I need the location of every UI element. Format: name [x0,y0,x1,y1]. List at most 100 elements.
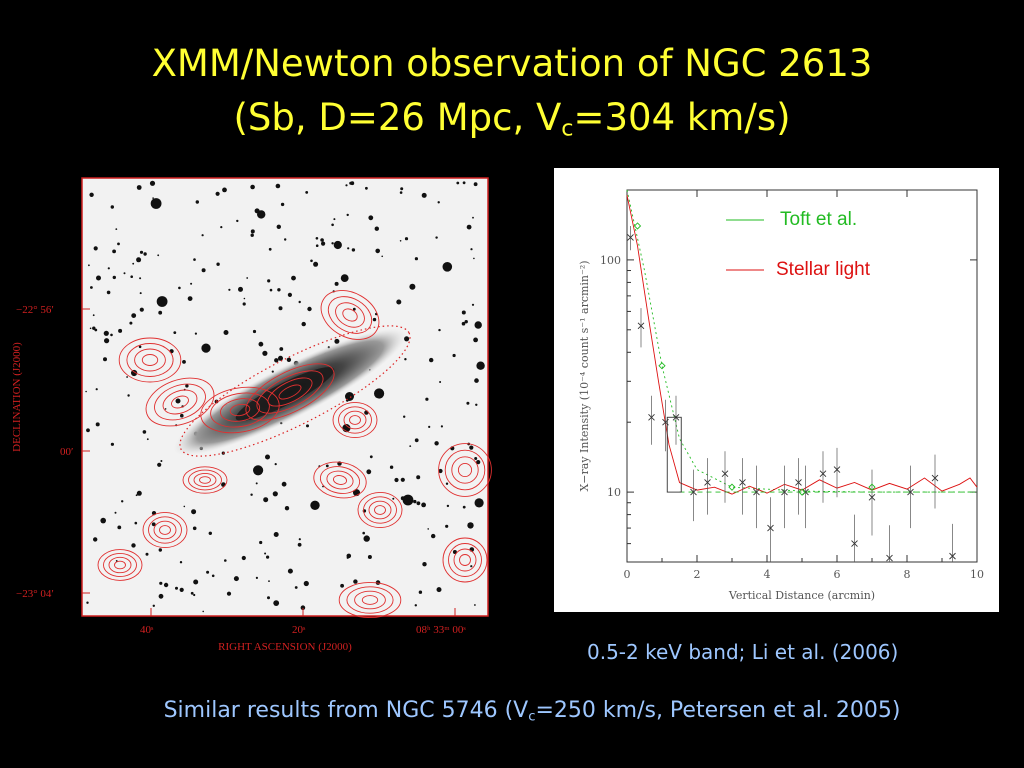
star [216,262,220,266]
star [476,460,481,465]
x-tick-label: 6 [834,568,841,581]
xray-contour [354,590,386,610]
star [267,279,271,283]
star [428,425,431,428]
star [265,454,270,460]
star [136,490,142,496]
star [345,184,348,187]
star [353,579,358,584]
star [96,275,101,281]
star [89,192,94,197]
xray-contour [148,516,182,544]
star [462,505,466,509]
star [179,587,184,592]
star [466,401,470,405]
star [201,268,206,273]
star [191,509,197,515]
star [374,388,385,399]
star [287,568,293,574]
star [474,604,476,606]
star [438,468,443,474]
star [305,191,309,194]
star [286,357,292,362]
star [243,297,246,300]
toft-point [728,483,736,491]
star [272,491,278,497]
plot-curves [626,189,978,495]
star [152,604,155,607]
xray-contour [438,443,492,497]
xray-contour [199,476,211,484]
star [276,224,281,229]
xray-contour [444,449,486,491]
y-tick-label: 10 [607,486,621,499]
star [250,184,255,190]
star [202,610,204,613]
xray-contour [442,537,488,583]
star [431,533,436,539]
star [187,296,193,301]
star [425,397,429,401]
star [269,288,273,292]
star [347,247,350,250]
galaxy-core [235,367,335,421]
star [262,350,268,356]
x-tick-label: 2 [694,568,701,581]
star [134,521,138,525]
star [201,234,204,237]
star [274,463,277,466]
star [349,181,353,185]
xray-contour [118,337,182,383]
star [129,321,133,325]
data-point [868,493,876,501]
star [461,310,466,315]
star [182,360,186,364]
xray-contour [256,370,324,414]
star [121,500,124,503]
star [250,233,254,237]
star [118,328,123,333]
star [139,277,142,280]
star [418,590,423,594]
star [414,604,417,607]
star [89,327,92,330]
xray-contour [141,354,159,366]
star [222,187,227,193]
xray-profile-plot: 0 2 4 6 8 10 10 100 Toft et al. Stellar light V… [554,168,999,612]
star [346,556,349,559]
star [250,493,253,496]
sky-xlabel: RIGHT ASCENSION (J2000) [218,641,352,653]
xray-contour [193,472,217,488]
star [193,579,199,585]
star [340,583,344,588]
star [315,237,319,240]
xray-contour [153,520,177,540]
star [446,504,450,508]
star [263,497,269,503]
star [228,288,231,291]
star [93,537,98,542]
star [435,236,438,239]
galaxy-contour-image: −22° 56′ 00′ −23° 04′ 40ˢ 20ˢ 08ʰ 33ᵐ 00… [11,177,492,653]
star [374,226,379,231]
footer-note: Similar results from NGC 5746 (Vc=250 km… [0,698,1024,724]
data-point [931,474,939,482]
star [439,381,442,383]
star [400,496,405,501]
star [183,505,186,508]
star [250,229,255,234]
star [185,384,189,388]
star [313,261,319,267]
data-point [672,413,680,421]
xray-contour [210,392,270,428]
x-tick-label: 4 [764,568,771,581]
data-point [648,413,655,421]
footer-sub: c [528,709,536,725]
star [456,181,460,185]
star [421,502,426,508]
star [175,398,181,404]
star [440,425,443,428]
star [255,482,258,485]
x-tick-label: 8 [904,568,911,581]
star [310,500,320,510]
